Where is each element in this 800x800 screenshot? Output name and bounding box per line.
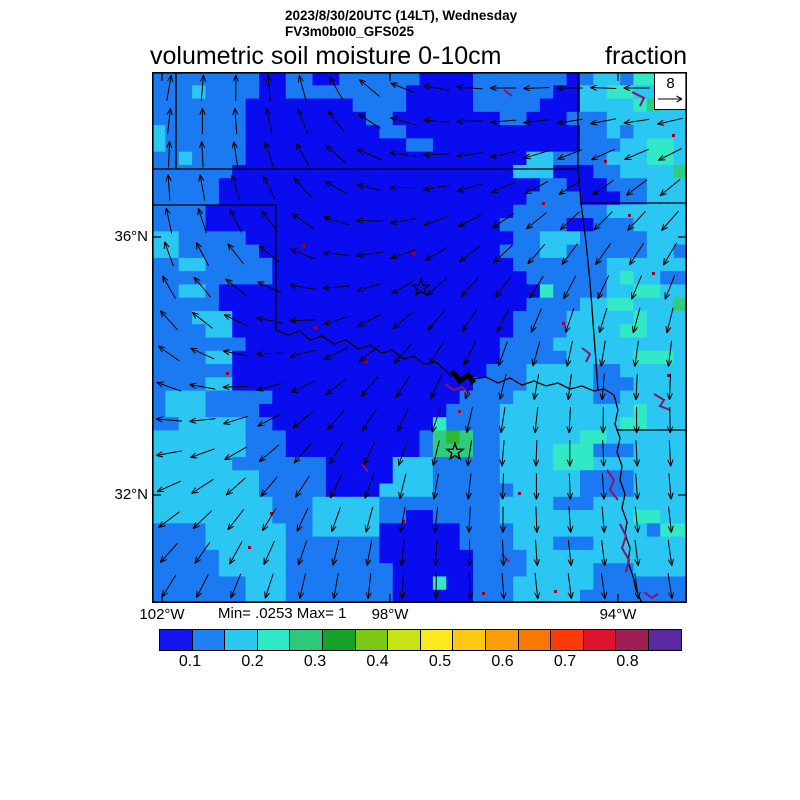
map-border	[152, 72, 688, 604]
moisture-grid	[152, 72, 688, 604]
state-borders	[152, 72, 687, 604]
lat-tick-label: 36°N	[114, 228, 148, 245]
colorbar-value-label: 0.7	[553, 653, 577, 670]
colorbar-segment	[517, 629, 552, 651]
colorbar-value-label: 0.4	[366, 653, 389, 670]
city-star-markers	[410, 277, 466, 461]
colorbar-segment	[354, 629, 389, 651]
model-run-line: FV3m0b0I0_GFS025	[285, 24, 415, 39]
colorbar-segment	[484, 629, 519, 651]
reference-vector-value: 8	[666, 75, 674, 92]
river-dots	[226, 134, 755, 595]
colorbar-segment	[256, 629, 291, 651]
colorbar-value-label: 0.1	[178, 653, 202, 670]
colorbar	[159, 629, 682, 651]
timestamp-line: 2023/8/30/20UTC (14LT), Wednesday	[285, 8, 518, 23]
soil-moisture-map: 8	[152, 72, 755, 640]
map-plot-area: 8	[152, 72, 755, 640]
colorbar-value-label: 0.6	[491, 653, 514, 670]
colorbar-value-label: 0.3	[303, 653, 327, 670]
colorbar-segment	[647, 629, 682, 651]
units-label: fraction	[605, 42, 687, 70]
colorbar-segment	[289, 629, 323, 651]
lon-tick-label: 98°W	[371, 606, 409, 623]
colorbar-value-label: 0.5	[428, 653, 452, 670]
colorbar-segment	[615, 629, 649, 651]
colorbar-segment	[387, 629, 421, 651]
colorbar-segment	[159, 629, 193, 651]
colorbar-segment	[321, 629, 356, 651]
colorbar-segment	[191, 629, 226, 651]
colorbar-value-label: 0.8	[616, 653, 639, 670]
colorbar-value-label: 0.2	[241, 653, 264, 670]
colorbar-segment	[224, 629, 258, 651]
min-max-stats: Min= .0253 Max= 1	[218, 605, 347, 622]
reference-vector-box: 8	[654, 72, 687, 110]
colorbar-segment	[582, 629, 617, 651]
colorbar-segment	[452, 629, 486, 651]
colorbar-segment	[419, 629, 454, 651]
lon-tick-label: 102°W	[139, 606, 185, 623]
colorbar-segment	[550, 629, 584, 651]
lat-tick-label: 32°N	[114, 486, 148, 503]
lon-tick-label: 94°W	[599, 606, 637, 623]
plot-title: volumetric soil moisture 0-10cm	[150, 42, 502, 70]
